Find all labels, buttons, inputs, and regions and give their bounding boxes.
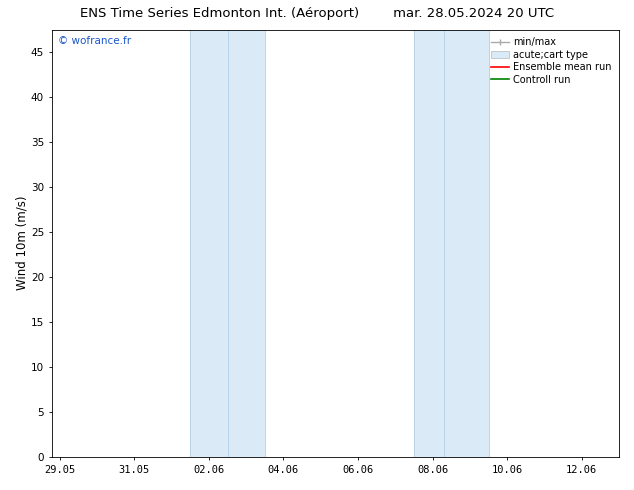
Bar (414, 30, 444, 457)
Y-axis label: Wind 10m (m/s): Wind 10m (m/s) (15, 196, 28, 291)
Bar (228, 30, 265, 457)
Legend: min/max, acute;cart type, Ensemble mean run, Controll run: min/max, acute;cart type, Ensemble mean … (488, 35, 614, 88)
Bar (190, 30, 228, 457)
Text: © wofrance.fr: © wofrance.fr (58, 36, 131, 46)
Text: ENS Time Series Edmonton Int. (Aéroport)        mar. 28.05.2024 20 UTC: ENS Time Series Edmonton Int. (Aéroport)… (80, 7, 554, 21)
Bar (444, 30, 489, 457)
